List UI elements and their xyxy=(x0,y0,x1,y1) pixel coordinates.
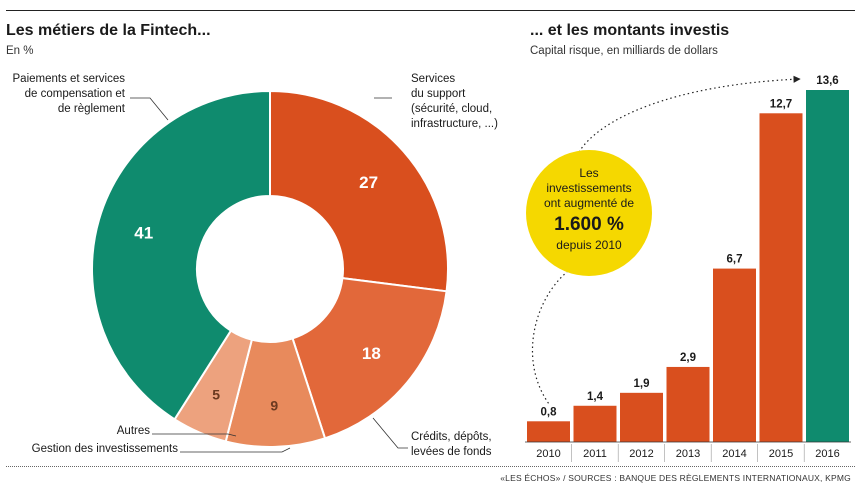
leader-line xyxy=(180,447,291,453)
callout-text: Les xyxy=(579,166,598,180)
callout-text: depuis 2010 xyxy=(556,238,622,252)
x-tick-label: 2016 xyxy=(815,448,839,460)
slice-value-label: 27 xyxy=(359,173,378,192)
slice-category-label: Gestion des investissements xyxy=(32,443,179,455)
slice-category-label: Crédits, dépôts, xyxy=(411,431,492,443)
source-note: «LES ÉCHOS» / SOURCES : BANQUE DES RÈGLE… xyxy=(500,473,851,483)
top-rule xyxy=(6,10,855,11)
slice-category-label: de règlement xyxy=(58,103,126,115)
slice-category-label: Services xyxy=(411,73,455,85)
donut-slice xyxy=(269,89,449,293)
bar xyxy=(573,405,617,442)
callout-text: investissements xyxy=(546,181,631,195)
slice-value-label: 9 xyxy=(270,397,278,413)
slice-value-label: 5 xyxy=(212,386,220,402)
donut-slice xyxy=(291,277,448,440)
callout-text: 1.600 % xyxy=(554,214,624,235)
bar-value-label: 6,7 xyxy=(727,254,743,266)
donut-subtitle: En % xyxy=(6,45,34,57)
x-tick-label: 2013 xyxy=(676,448,700,460)
slice-category-label: Autres xyxy=(117,425,150,437)
slice-category-label: levées de fonds xyxy=(411,446,492,458)
slice-category-label: infrastructure, ...) xyxy=(411,118,498,130)
bar-value-label: 0,8 xyxy=(541,406,558,418)
bar-value-label: 2,9 xyxy=(680,352,696,364)
bar xyxy=(527,421,570,442)
leader-line xyxy=(152,433,237,437)
bar-title: ... et les montants investis xyxy=(530,22,730,39)
slice-category-label: (sécurité, cloud, xyxy=(411,103,492,115)
bar-value-label: 1,4 xyxy=(587,391,604,403)
bar xyxy=(806,90,849,442)
bar xyxy=(713,268,756,442)
x-tick-label: 2014 xyxy=(722,448,746,460)
footer-rule xyxy=(6,466,855,467)
bar-value-label: 1,9 xyxy=(634,378,650,390)
bar xyxy=(666,366,710,442)
bar xyxy=(759,113,803,442)
x-tick-label: 2012 xyxy=(629,448,653,460)
slice-category-label: du support xyxy=(411,88,466,100)
dotted-connector-lower xyxy=(531,271,568,404)
callout-text: ont augmenté de xyxy=(544,196,634,210)
slice-category-label: Paiements et services xyxy=(13,73,126,85)
bar-value-label: 12,7 xyxy=(770,98,792,110)
x-tick-label: 2011 xyxy=(583,448,607,460)
leader-line xyxy=(130,97,169,121)
donut-slice xyxy=(91,89,271,421)
slice-value-label: 18 xyxy=(362,344,381,363)
callout-bubble xyxy=(526,150,652,276)
donut-title: Les métiers de la Fintech... xyxy=(6,22,211,39)
slice-value-label: 41 xyxy=(134,223,153,242)
leader-line xyxy=(372,417,408,449)
bar xyxy=(620,392,663,442)
bar-subtitle: Capital risque, en milliards de dollars xyxy=(530,45,718,57)
slice-category-label: de compensation et xyxy=(25,88,126,100)
x-tick-label: 2010 xyxy=(536,448,560,460)
bar-value-label: 13,6 xyxy=(816,75,838,87)
x-tick-label: 2015 xyxy=(769,448,793,460)
